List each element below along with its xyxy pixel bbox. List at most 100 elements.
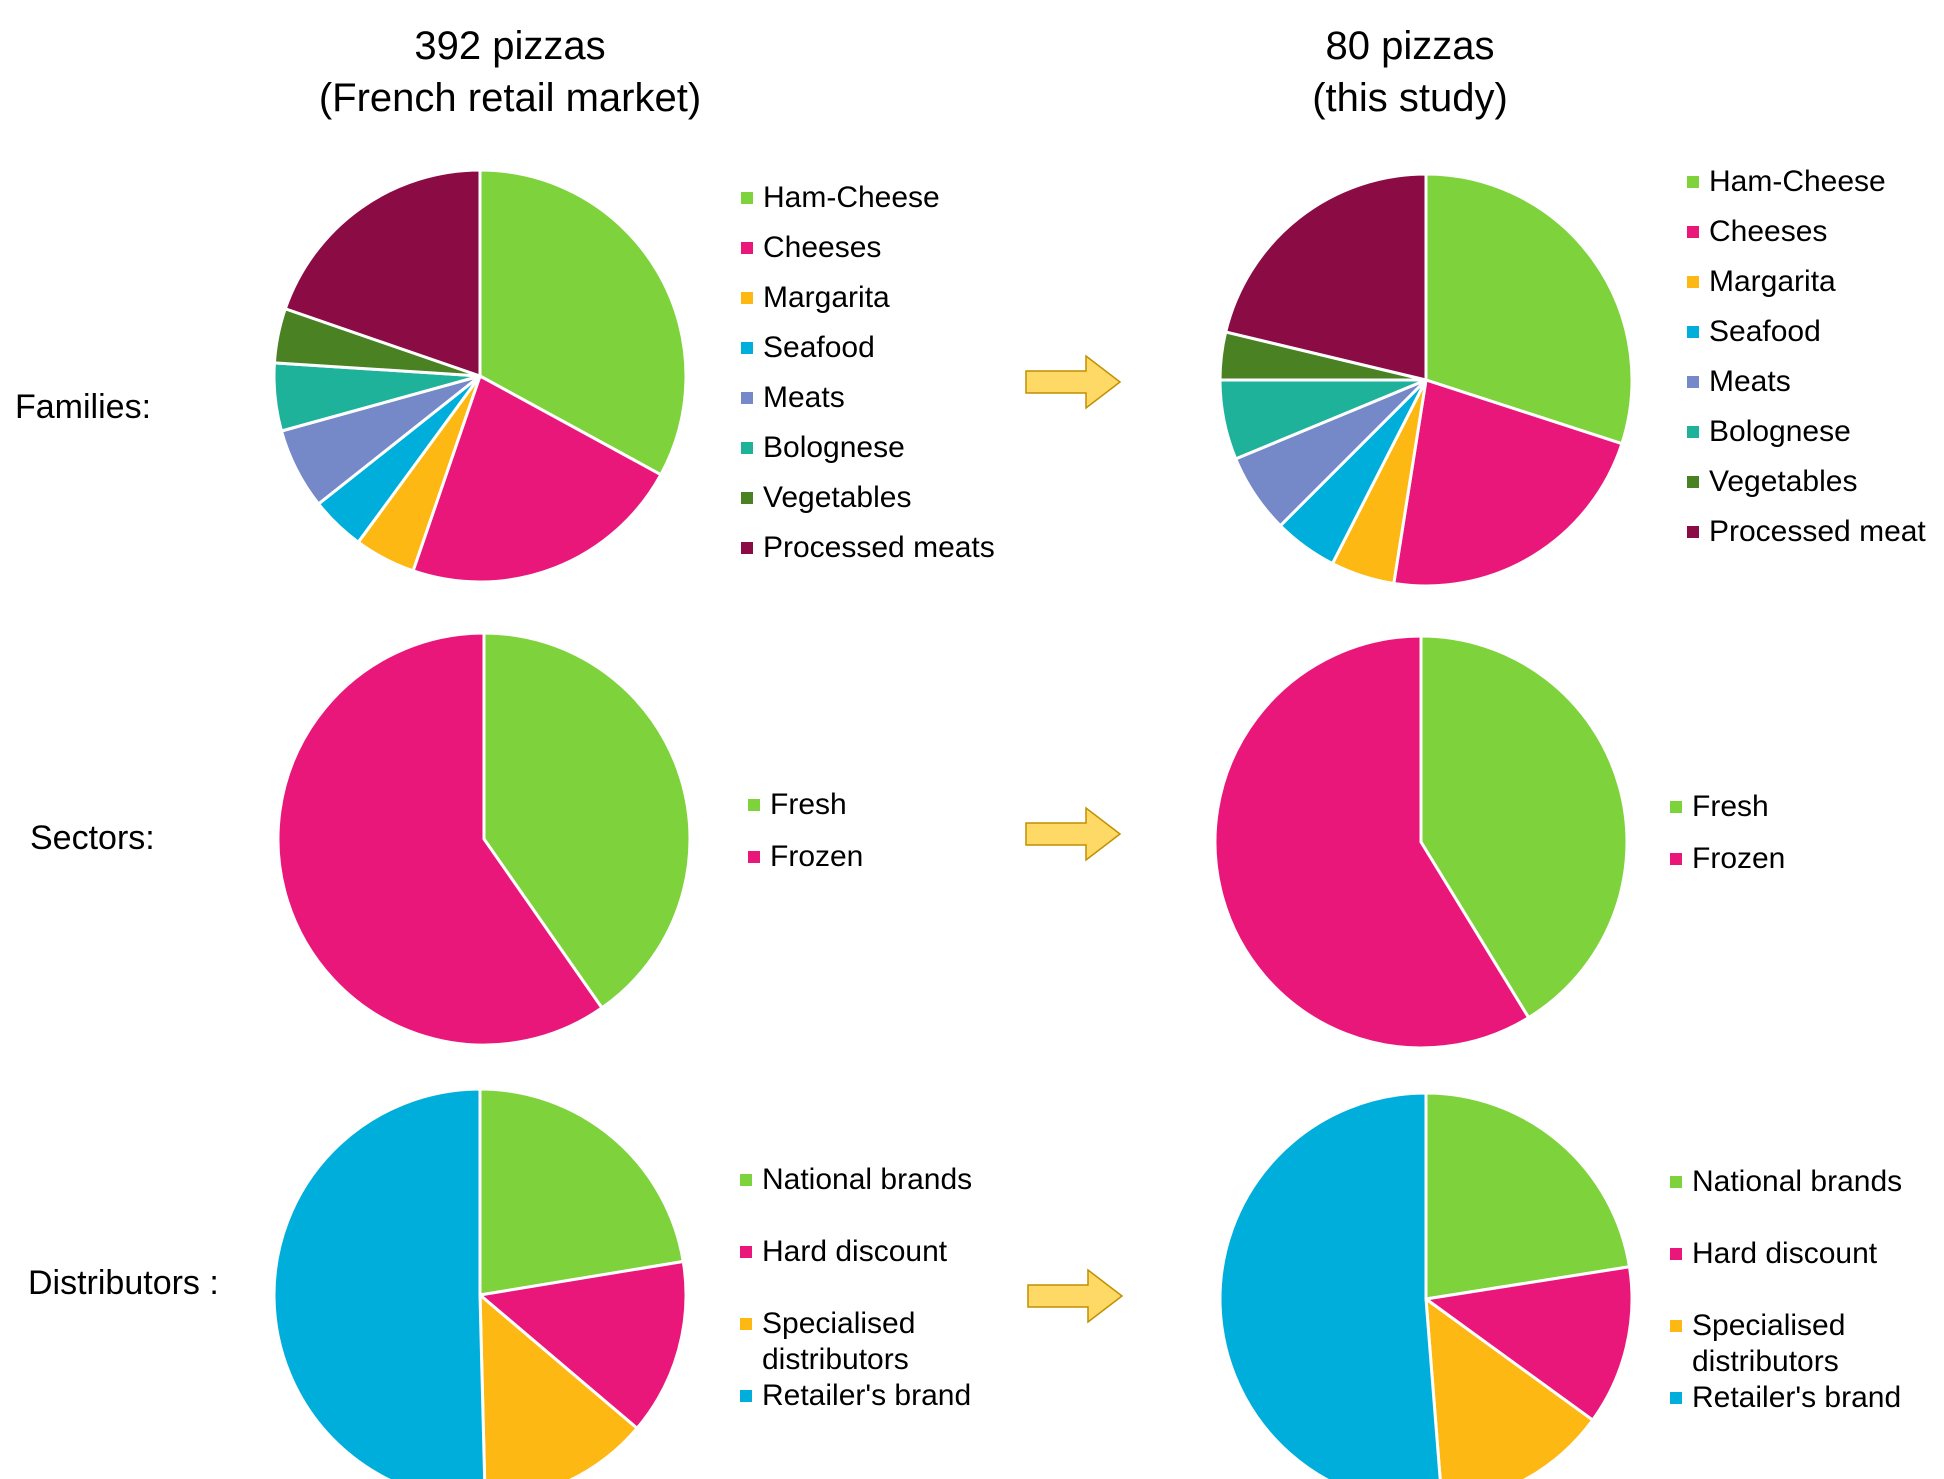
legend-label: Fresh [1692, 790, 1769, 823]
legend-label: Seafood [1709, 315, 1821, 348]
legend-item-specialised-distributors: Specialised distributors [1670, 1308, 1902, 1380]
legend-swatch [741, 242, 753, 254]
legend-label: Ham-Cheese [1709, 165, 1886, 198]
legend-sectors-study: Fresh Frozen [1670, 789, 1785, 877]
pie-slice-hard-discount [1424, 1265, 1634, 1422]
right-title-line-2: (this study) [1312, 76, 1508, 120]
pie-families-market [272, 168, 688, 584]
pie-distributors-market [272, 1087, 688, 1479]
pie-slice-ham-cheese [478, 168, 688, 477]
legend-item-hard-discount: Hard discount [740, 1234, 972, 1270]
pie-slice-ham-cheese [1424, 172, 1634, 446]
legend-swatch [741, 342, 753, 354]
legend-swatch [1687, 526, 1699, 538]
legend-label: Bolognese [763, 431, 905, 464]
legend-label: Vegetables [1709, 465, 1858, 498]
legend-item-retailer-s-brand: Retailer's brand [740, 1378, 972, 1414]
legend-swatch [740, 1246, 752, 1258]
legend-swatch [741, 292, 753, 304]
legend-swatch [748, 851, 760, 863]
legend-label: Retailer's brand [762, 1379, 972, 1412]
pie-slice-retailer-s-brand [1218, 1091, 1442, 1479]
legend-label: Cheeses [1709, 215, 1828, 248]
pie-slice-fresh [1419, 634, 1629, 1020]
legend-label: Margarita [1709, 265, 1836, 298]
legend-label: Specialised distributors [1692, 1309, 1846, 1378]
legend-item-frozen: Frozen [748, 839, 863, 875]
legend-swatch [1687, 376, 1699, 388]
pie-sectors-market [276, 631, 692, 1047]
pie-slice-national-brands [1424, 1091, 1631, 1301]
legend-item-margarita: Margarita [1687, 264, 1926, 300]
legend-label: National brands [1692, 1165, 1903, 1198]
arrow-right-icon [1025, 806, 1122, 862]
legend-label: Frozen [1692, 842, 1786, 875]
legend-swatch [1670, 1176, 1682, 1188]
legend-item-hard-discount: Hard discount [1670, 1236, 1902, 1272]
legend-swatch [1687, 426, 1699, 438]
legend-item-processed-meats: Processed meats [741, 530, 995, 566]
legend-item-margarita: Margarita [741, 280, 995, 316]
pie-distributors-study [1218, 1091, 1634, 1479]
left-column-title: 392 pizzas (French retail market) [230, 20, 790, 124]
legend-item-fresh: Fresh [1670, 789, 1785, 825]
pie-slice-fresh [482, 631, 692, 1010]
legend-label: Frozen [770, 840, 864, 873]
legend-label: Cheeses [763, 231, 882, 264]
pie-slice-retailer-s-brand [272, 1087, 487, 1479]
legend-label: Fresh [770, 788, 847, 821]
legend-item-meats: Meats [1687, 364, 1926, 400]
legend-label: Vegetables [763, 481, 912, 514]
legend-item-fresh: Fresh [748, 787, 863, 823]
legend-label: Hard discount [1692, 1237, 1878, 1270]
legend-sectors-market: Fresh Frozen [748, 787, 863, 875]
legend-label: Hard discount [762, 1235, 948, 1268]
legend-swatch [1670, 1392, 1682, 1404]
right-title-line-1: 80 pizzas [1325, 24, 1495, 68]
legend-swatch [1687, 276, 1699, 288]
legend-swatch [741, 392, 753, 404]
legend-swatch [748, 799, 760, 811]
pie-sectors-study [1213, 634, 1629, 1050]
legend-label: Seafood [763, 331, 875, 364]
legend-label: Margarita [763, 281, 890, 314]
legend-label: Retailer's brand [1692, 1381, 1902, 1414]
legend-distributors-market: National brands Hard discount Specialised … [740, 1162, 972, 1414]
legend-label: National brands [762, 1163, 973, 1196]
legend-item-bolognese: Bolognese [1687, 414, 1926, 450]
pie-slice-cheeses [1392, 378, 1624, 588]
legend-swatch [1687, 476, 1699, 488]
legend-item-vegetables: Vegetables [1687, 464, 1926, 500]
pie-slice-cheeses [411, 374, 663, 584]
legend-item-cheeses: Cheeses [741, 230, 995, 266]
legend-label: Specialised distributors [762, 1307, 916, 1376]
legend-item-seafood: Seafood [741, 330, 995, 366]
legend-families-market: Ham-Cheese Cheeses Margarita Seafood Meats Bo… [741, 180, 995, 566]
legend-label: Meats [1709, 365, 1791, 398]
pie-slice-processed-meats [283, 168, 482, 378]
legend-swatch [741, 442, 753, 454]
legend-item-retailer-s-brand: Retailer's brand [1670, 1380, 1902, 1416]
legend-label: Bolognese [1709, 415, 1851, 448]
legend-swatch [740, 1174, 752, 1186]
pie-slice-specialised-distributors [478, 1293, 639, 1479]
legend-item-specialised-distributors: Specialised distributors [740, 1306, 972, 1378]
row-label-sectors: Sectors: [30, 819, 155, 857]
legend-families-study: Ham-Cheese Cheeses Margarita Seafood Meats Bo… [1687, 164, 1926, 550]
right-column-title: 80 pizzas (this study) [1190, 20, 1630, 124]
legend-item-bolognese: Bolognese [741, 430, 995, 466]
pie-slice-hard-discount [478, 1259, 688, 1430]
legend-label: Processed meat [1709, 515, 1926, 548]
legend-swatch [1670, 1320, 1682, 1332]
pie-slice-frozen [1213, 634, 1531, 1050]
legend-swatch [741, 492, 753, 504]
legend-label: Meats [763, 381, 845, 414]
pie-slice-processed-meat [1224, 172, 1428, 382]
legend-swatch [741, 192, 753, 204]
row-label-distributors: Distributors : [28, 1264, 219, 1302]
legend-label: Ham-Cheese [763, 181, 940, 214]
legend-item-meats: Meats [741, 380, 995, 416]
legend-item-seafood: Seafood [1687, 314, 1926, 350]
row-label-families: Families: [15, 388, 152, 426]
